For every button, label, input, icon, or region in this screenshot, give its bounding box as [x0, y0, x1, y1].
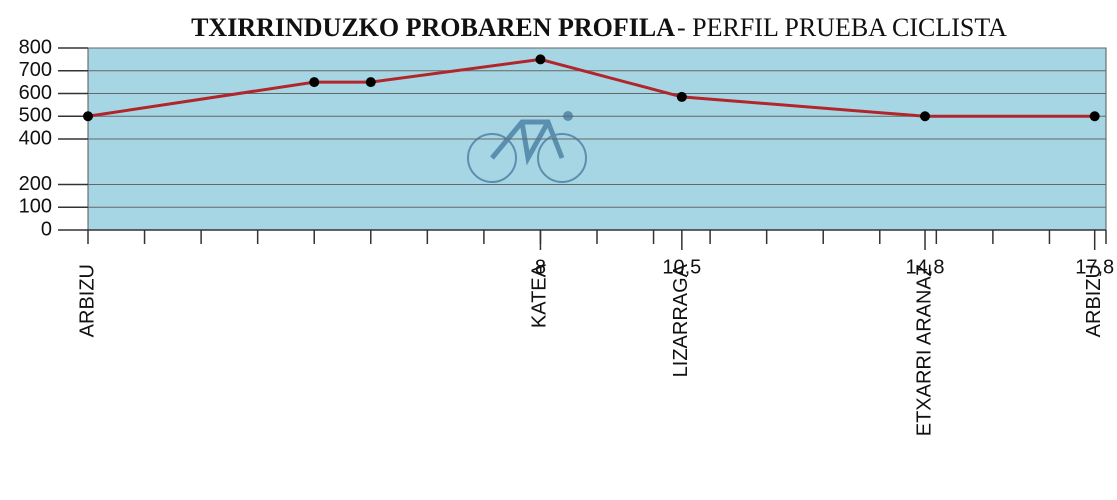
y-tick-label: 100 [19, 196, 52, 218]
place-label: ARBIZU [1083, 264, 1105, 337]
point [535, 54, 546, 65]
y-tick-label: 500 [19, 105, 52, 127]
point [676, 91, 687, 102]
x-tick-label: 10,5 [662, 256, 701, 278]
point [365, 77, 376, 88]
y-tick-label: 400 [19, 127, 52, 149]
point [309, 77, 320, 88]
bike-wheel [537, 133, 587, 183]
point [1089, 111, 1100, 122]
bike-frame [490, 119, 565, 166]
x-tick-label: 17,8 [1075, 256, 1114, 278]
x-tick-label: 14,8 [906, 256, 945, 278]
y-tick-label: 700 [19, 59, 52, 81]
x-tick-label: 8 [535, 256, 546, 278]
y-tick-label: 800 [19, 36, 52, 58]
y-tick-label: 200 [19, 173, 52, 195]
y-tick-label: 600 [19, 82, 52, 104]
point [920, 111, 931, 122]
chart-subtitle: - PERFIL PRUEBA CICLISTA [677, 13, 1007, 42]
place-label: LIZARRAGA [670, 263, 692, 377]
bike-wheel [467, 133, 517, 183]
place-label: ETXARRI ARANAZ [913, 264, 935, 436]
y-tick-label: 0 [41, 218, 52, 240]
place-label: ARBIZU [76, 264, 98, 337]
point [83, 111, 93, 122]
place-label: KATEA [529, 263, 551, 328]
chart-title: TXIRRINDUZKO PROBAREN PROFILA [191, 13, 675, 42]
